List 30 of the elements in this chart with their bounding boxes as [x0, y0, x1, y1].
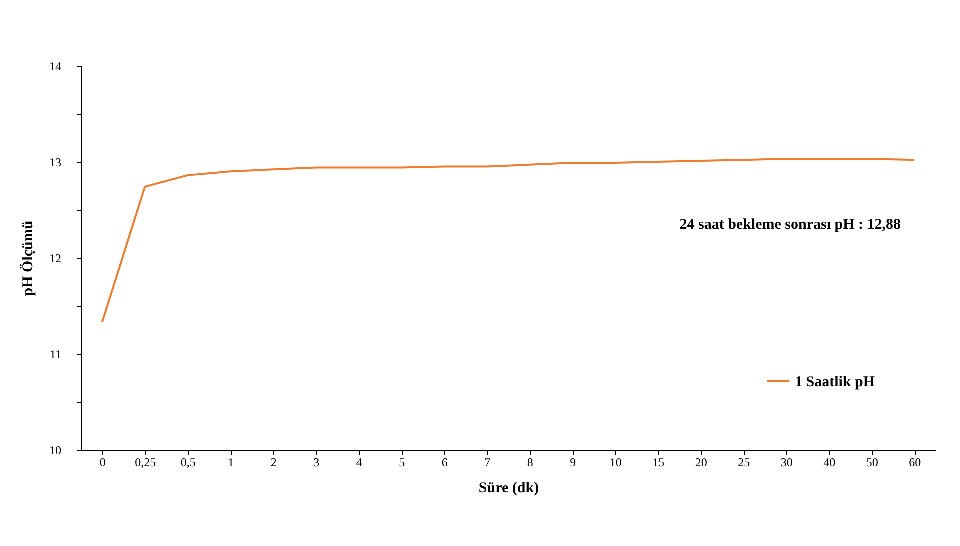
x-tick-label: 6	[442, 456, 448, 470]
x-tick-label: 7	[484, 456, 491, 470]
x-tick-label: 0	[100, 456, 106, 470]
line-series	[101, 158, 916, 324]
x-axis-title: Süre (dk)	[478, 480, 540, 496]
x-tick-label: 1	[228, 456, 234, 470]
y-axis-title: pH Ölçümü	[20, 220, 36, 296]
x-tick-label: 50	[866, 456, 878, 470]
x-tick-label: 40	[824, 456, 836, 470]
x-tick-label: 25	[738, 456, 750, 470]
x-tick-label: 30	[780, 456, 793, 470]
x-tick-label: 4	[356, 456, 362, 470]
x-tick-label: 8	[527, 456, 534, 470]
y-tick-label: 10	[50, 444, 62, 458]
x-tick-label: 3	[314, 456, 320, 470]
x-tick-label: 9	[570, 456, 576, 470]
x-tick-label: 60	[909, 456, 922, 470]
x-tick-label: 0,5	[180, 456, 196, 470]
annotation: 24 saat bekleme sonrası pH : 12,88	[680, 217, 901, 233]
x-tick-label: 10	[610, 456, 622, 470]
y-tick-label: 14	[50, 60, 62, 74]
x-tick-label: 5	[399, 456, 406, 470]
y-tick-label: 13	[50, 156, 62, 170]
x-tick-label: 20	[695, 456, 708, 470]
x-tick-label: 0,25	[135, 456, 156, 470]
x-tick-label: 15	[652, 456, 665, 470]
legend-label: 1 Saatlik pH	[795, 374, 876, 390]
x-tick-label: 2	[270, 456, 277, 470]
y-tick-label: 12	[50, 252, 62, 266]
y-tick-label: 11	[50, 348, 62, 362]
